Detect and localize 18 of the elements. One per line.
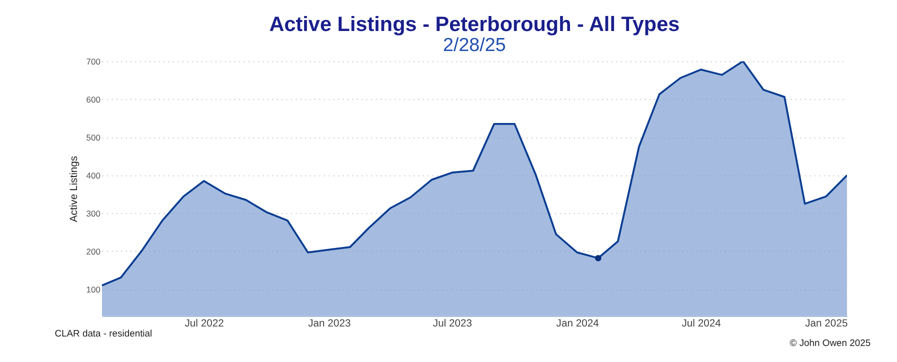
y-tick-label: 300 — [86, 208, 101, 219]
text: © John Owen 2025 — [790, 337, 871, 348]
y-tick-label: 500 — [86, 132, 101, 143]
x-tick-label: Jan 2024 — [556, 318, 600, 330]
chart-subtitle: 2/28/25 — [442, 34, 506, 55]
x-tick-label: Jan 2023 — [308, 318, 351, 330]
text: CLAR data - residential — [54, 328, 152, 339]
chart-title: Active Listings - Peterborough - All Types — [269, 13, 680, 36]
y-tick-label: 100 — [86, 284, 101, 295]
y-tick-label: 600 — [86, 94, 101, 105]
y-tick-label: 200 — [86, 246, 101, 257]
x-tick-label: Jul 2024 — [682, 318, 722, 330]
y-tick-label: 400 — [86, 170, 101, 181]
x-tick-label: Jul 2022 — [184, 318, 224, 330]
x-tick-label: Jul 2023 — [432, 318, 472, 330]
y-axis-title: Active Listings — [68, 156, 80, 222]
x-tick-label: Jan 2025 — [805, 318, 848, 330]
y-tick-label: 700 — [86, 56, 101, 67]
